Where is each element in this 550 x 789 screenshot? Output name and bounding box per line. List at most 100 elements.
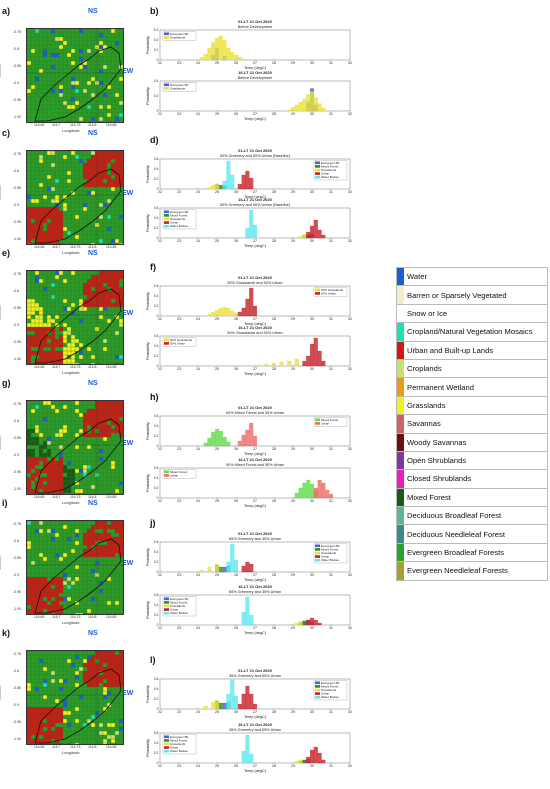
map-cell [95,171,99,175]
map-cell [119,425,123,429]
histogram-bar [241,174,246,190]
legend-swatch [397,470,404,488]
lon-tick: 116.7 [52,495,61,499]
map-cell [99,33,103,37]
map-cell [115,537,119,541]
lon-tick: 116.8 [88,495,97,499]
map-canvas [27,151,123,244]
map-cell [91,175,95,179]
map-cell [107,179,111,183]
map-cell [119,481,123,485]
map-cell [71,351,75,355]
ew-label: EW [122,68,134,75]
map-cell [51,343,55,347]
legend-swatch [397,525,404,543]
map-cell [103,409,107,413]
map-cell [83,723,87,727]
map-cell [91,279,95,283]
map-cell [27,363,31,364]
map-cell [115,413,119,417]
map-cell [39,597,43,601]
x-tick-label: 32 [348,190,352,194]
lon-tick: 116.75 [70,615,81,619]
ns-label: NS [88,8,98,15]
map-cell [39,609,43,613]
map-cell [83,537,87,541]
map-cell [107,405,111,409]
map-cell [39,529,43,533]
map-cell [43,351,47,355]
map-cell [103,731,107,735]
map-cell [31,227,35,231]
x-tick-label: 25 [215,239,219,243]
map-cell [63,363,67,364]
map-cell [39,307,43,311]
map-cell [111,413,115,417]
map-cell [39,279,43,283]
series-legend-swatch [315,695,320,699]
map-cell [99,549,103,553]
map-cell [107,417,111,421]
map-cell [83,413,87,417]
histogram-bar [298,235,303,239]
map-cell [47,239,51,243]
x-tick-label: 22 [158,626,162,630]
map-cell [115,675,119,679]
map-cell [99,159,103,163]
x-tick-label: 26 [234,764,238,768]
y-tick-label: 0.6 [154,540,159,544]
legend-swatch [397,268,404,286]
map-cell [39,183,43,187]
map-cell [27,219,31,223]
x-tick-label: 30 [310,112,314,116]
map-cell [35,211,39,215]
map-cell [87,675,91,679]
series-legend [313,680,348,701]
x-tick-label: 26 [234,190,238,194]
map-cell [39,659,43,663]
map-cell [31,727,35,731]
y-axis-label: Probability [146,548,150,566]
map-cell [43,287,47,291]
map-cell [83,287,87,291]
x-tick-label: 29 [291,61,295,65]
map-cell [67,585,71,589]
map-cell [51,101,55,105]
map-cell [39,93,43,97]
map-cell [83,473,87,477]
map-cell [87,529,91,533]
map-cell [35,441,39,445]
series-legend-label: Evergreen BF [170,83,189,87]
map-cell [71,663,75,667]
panel-letter: e) [2,248,11,258]
map-cell [119,719,123,723]
legend-label: Closed Shrublands [407,474,472,484]
map-cell [67,307,71,311]
histogram-bar [222,702,227,710]
map-cell [119,183,123,187]
map-cell [111,525,115,529]
series-legend-label: Mixed Forest [321,164,339,168]
series-legend-swatch [164,32,169,36]
map-cell [95,711,99,715]
legend-swatch [397,507,404,525]
lon-tick: 116.8 [88,123,97,127]
map-cell [79,117,83,121]
histogram-bar [317,103,322,112]
x-tick-label: 28 [272,239,276,243]
lon-tick: 116.7 [52,745,61,749]
histogram-bar [294,760,299,764]
map-cell [67,347,71,351]
legend-item: Closed Shrublands [396,469,548,488]
map-cell [39,727,43,731]
map-cell [31,581,35,585]
land-cover-map [26,650,124,745]
lon-tick: 116.85 [106,615,117,619]
series-legend-swatch [164,746,169,749]
chart-title: 16-LT 21 Oct 2020 [238,457,272,462]
map-cell [59,227,63,231]
map-cell [75,81,79,85]
map-cell [115,545,119,549]
y-axis-label: Probability [146,601,150,619]
map-cell [51,715,55,719]
